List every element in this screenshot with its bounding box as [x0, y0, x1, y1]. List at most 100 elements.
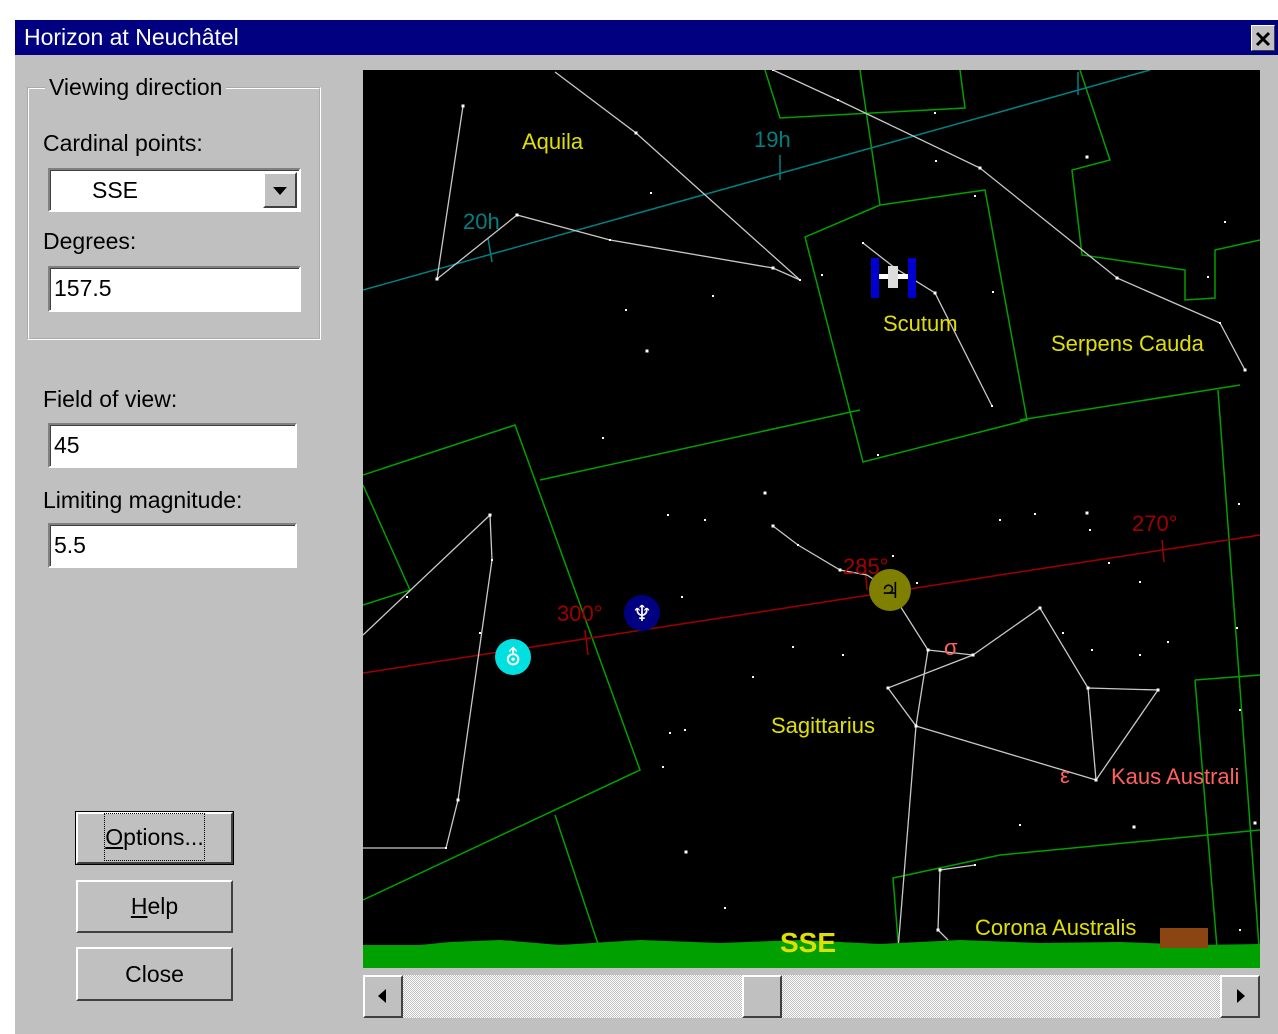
star — [934, 292, 937, 295]
star — [939, 869, 942, 872]
star — [669, 732, 671, 734]
star — [1157, 689, 1160, 692]
star — [1139, 654, 1141, 656]
planet-symbol: ⛢ — [505, 646, 521, 671]
star — [1224, 221, 1226, 223]
star-label: Kaus Australi — [1111, 764, 1239, 789]
star — [1238, 503, 1240, 505]
star — [1116, 277, 1119, 280]
star — [937, 929, 940, 932]
star — [877, 454, 879, 456]
star-label: ε — [1060, 763, 1070, 788]
scroll-thumb[interactable] — [742, 975, 782, 1018]
star — [837, 99, 839, 101]
star — [772, 267, 775, 270]
scrollbar[interactable] — [363, 975, 1260, 1018]
horizon-direction: SSE — [780, 927, 836, 958]
star — [1095, 779, 1098, 782]
star — [704, 519, 706, 521]
star — [892, 555, 894, 557]
star — [839, 569, 842, 572]
star — [646, 350, 649, 353]
close-button[interactable]: Close — [76, 947, 233, 1001]
star — [934, 112, 936, 114]
star — [974, 195, 976, 197]
star — [1108, 562, 1110, 564]
options-button[interactable]: Options... — [76, 812, 233, 864]
star — [1091, 649, 1093, 651]
dropdown-button[interactable] — [263, 172, 297, 208]
ecliptic-label: 270° — [1132, 511, 1178, 536]
star — [489, 514, 492, 517]
star — [1086, 512, 1089, 515]
group-legend: Viewing direction — [45, 74, 226, 101]
star — [602, 437, 604, 439]
close-icon — [1252, 27, 1274, 51]
star — [1239, 929, 1241, 931]
ecliptic-label: 300° — [557, 601, 603, 626]
constellation-label: Sagittarius — [771, 713, 875, 738]
combobox[interactable]: SSE — [48, 168, 301, 212]
star — [927, 649, 930, 652]
star — [772, 525, 775, 528]
star — [406, 596, 408, 598]
combo-value: SSE — [92, 177, 138, 203]
scroll-left[interactable] — [363, 975, 403, 1018]
label: Degrees: — [43, 228, 136, 255]
window-title: Horizon at Neuchâtel — [15, 24, 239, 50]
star — [445, 847, 447, 849]
star — [1244, 369, 1247, 372]
constellation-label: Aquila — [522, 129, 584, 154]
star — [991, 405, 993, 407]
scroll-right[interactable] — [1220, 975, 1260, 1018]
star — [1089, 529, 1091, 531]
text-input[interactable]: 157.5 — [48, 266, 301, 312]
arrow — [365, 977, 401, 1016]
star — [1139, 581, 1141, 583]
star — [1167, 641, 1169, 643]
star — [712, 295, 714, 297]
star — [1062, 632, 1064, 634]
button-label: Help — [131, 882, 178, 931]
button-label: Close — [125, 949, 184, 999]
star — [635, 132, 638, 135]
help-button[interactable]: Help — [76, 880, 233, 933]
star — [1239, 709, 1241, 711]
close-x[interactable] — [1251, 25, 1275, 51]
star — [1019, 824, 1021, 826]
star — [1039, 607, 1042, 610]
star — [662, 766, 664, 768]
star — [667, 514, 669, 516]
star — [974, 864, 976, 866]
star — [1133, 826, 1136, 829]
page: Horizon at Neuchâtel Viewing direction C… — [0, 0, 1278, 1034]
ra-label: 19h — [754, 127, 791, 152]
star — [752, 676, 754, 678]
star — [491, 559, 493, 561]
star — [1207, 276, 1209, 278]
star — [797, 544, 799, 546]
star — [935, 160, 937, 162]
star — [764, 492, 767, 495]
constellation-label: Corona Australis — [975, 915, 1136, 940]
star — [1219, 322, 1221, 324]
button-label: Options... — [105, 814, 203, 860]
ra-label: 20h — [463, 209, 500, 234]
star — [609, 239, 611, 241]
star-label: σ — [944, 635, 958, 660]
star — [979, 167, 982, 170]
star — [999, 519, 1001, 521]
star — [842, 654, 844, 656]
arrow — [265, 174, 295, 206]
label: Field of view: — [43, 386, 177, 413]
text-input[interactable]: 45 — [48, 423, 297, 468]
star — [915, 725, 918, 728]
star — [916, 582, 918, 584]
star — [1087, 687, 1090, 690]
label: Limiting magnitude: — [43, 487, 242, 514]
star — [650, 192, 652, 194]
star — [1236, 627, 1238, 629]
star — [684, 729, 686, 731]
ecliptic-label: 285° — [843, 554, 889, 579]
text-input[interactable]: 5.5 — [48, 523, 297, 568]
